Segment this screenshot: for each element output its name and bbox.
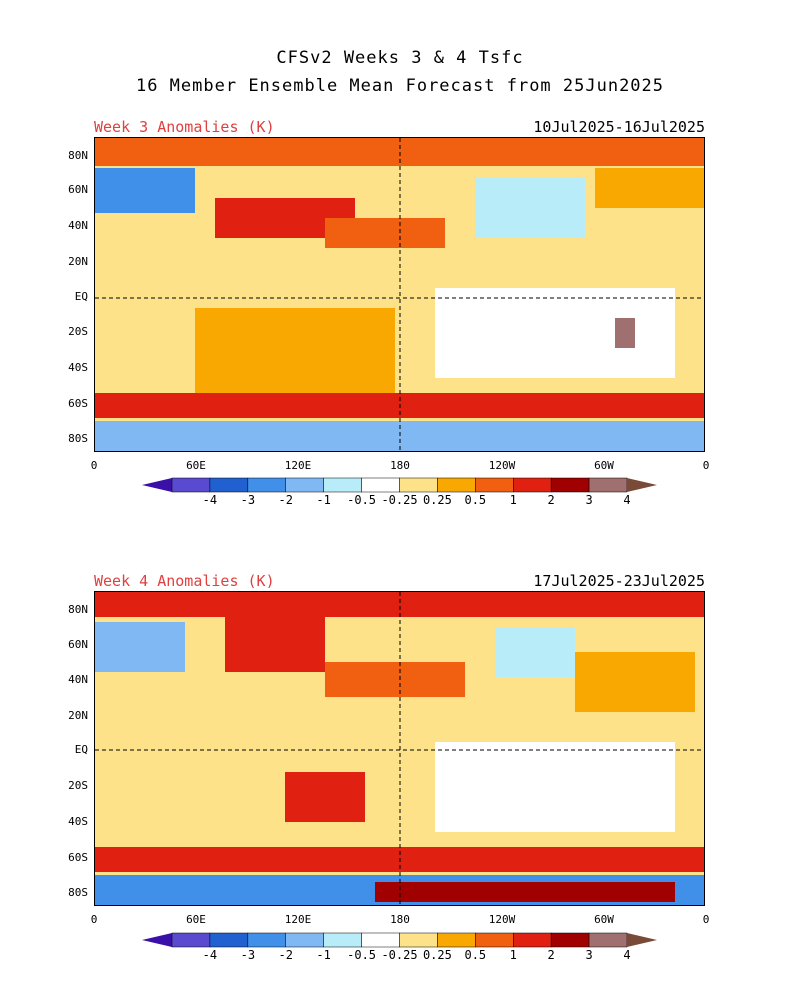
lon-label-0-end: 0 xyxy=(702,459,710,472)
colorbar-swatch xyxy=(588,477,628,493)
week-4-anomaly-map xyxy=(94,591,705,906)
colorbar-tick-label: 4 xyxy=(623,948,631,962)
colorbar-swatch xyxy=(399,477,438,493)
colorbar-swatch xyxy=(513,477,552,493)
colorbar-swatch xyxy=(513,932,552,948)
colorbar-tick-label: -3 xyxy=(240,493,256,507)
colorbar-swatch xyxy=(323,932,362,948)
title-line-2: 16 Member Ensemble Mean Forecast from 25… xyxy=(135,76,665,96)
colorbar-tick-label: 2 xyxy=(547,948,555,962)
panel-2-label: Week 4 Anomalies (K) xyxy=(94,572,275,590)
colorbar-swatch xyxy=(550,932,590,948)
colorbar-swatch xyxy=(209,477,249,493)
lon-label-120e-b: 120E xyxy=(284,913,312,926)
lon-label-60w-b: 60W xyxy=(594,913,614,926)
colorbar-tick-label: -1 xyxy=(316,948,331,962)
lat-label-40s: 40S xyxy=(68,361,88,374)
lat-label-60s: 60S xyxy=(68,397,88,410)
lat-label-40s-b: 40S xyxy=(68,815,88,828)
colorbar-tick-label: -0.5 xyxy=(347,493,377,507)
lat-label-40n: 40N xyxy=(68,219,88,232)
colorbar-tick-label: 4 xyxy=(623,493,631,507)
colorbar-tick-label: -2 xyxy=(278,948,293,962)
colorbar-tick-label: 3 xyxy=(585,948,593,962)
lat-label-40n-b: 40N xyxy=(68,673,88,686)
colorbar-2 xyxy=(142,932,657,948)
lat-label-80n-b: 80N xyxy=(68,603,88,616)
colorbar-swatch-high xyxy=(627,478,657,492)
week-4-field xyxy=(95,592,704,905)
colorbar-swatch xyxy=(475,477,514,493)
colorbar-swatch xyxy=(437,932,476,948)
lon-label-60e: 60E xyxy=(186,459,206,472)
colorbar-swatch xyxy=(171,932,211,948)
lon-label-120w-b: 120W xyxy=(488,913,516,926)
lat-label-60n: 60N xyxy=(68,183,88,196)
lon-label-180: 180 xyxy=(390,459,410,472)
lon-label-0: 0 xyxy=(90,459,98,472)
lon-label-180-b: 180 xyxy=(390,913,410,926)
colorbar-tick-label: 1 xyxy=(509,493,517,507)
colorbar-tick-label: -4 xyxy=(202,948,218,962)
colorbar-swatch xyxy=(171,477,211,493)
colorbar-tick-label: 0.25 xyxy=(422,948,452,962)
lon-label-120w: 120W xyxy=(488,459,516,472)
lat-label-eq: EQ xyxy=(74,290,88,303)
week-3-field xyxy=(95,138,704,451)
lon-label-0-b: 0 xyxy=(90,913,98,926)
lon-label-60e-b: 60E xyxy=(186,913,206,926)
colorbar-swatch-low xyxy=(142,478,172,492)
lat-label-20n: 20N xyxy=(68,255,88,268)
colorbar-tick-label: -1 xyxy=(316,493,331,507)
panel-1-label: Week 3 Anomalies (K) xyxy=(94,118,275,136)
colorbar-1-labels: -4 -3 -2 -1 -0.5 -0.25 0.25 0.5 1 2 3 4 xyxy=(0,493,800,509)
colorbar-tick-label: -4 xyxy=(202,493,218,507)
lat-label-20s: 20S xyxy=(68,325,88,338)
week-3-anomaly-map xyxy=(94,137,705,452)
colorbar-tick-label: 3 xyxy=(585,493,593,507)
lat-label-80s-b: 80S xyxy=(68,886,88,899)
colorbar-swatch xyxy=(588,932,628,948)
colorbar-tick-label: 2 xyxy=(547,493,555,507)
colorbar-2-labels: -4 -3 -2 -1 -0.5 -0.25 0.25 0.5 1 2 3 4 xyxy=(0,948,800,964)
lat-label-80n: 80N xyxy=(68,149,88,162)
colorbar-1 xyxy=(142,477,657,493)
colorbar-swatch xyxy=(399,932,438,948)
lon-label-0-end-b: 0 xyxy=(702,913,710,926)
colorbar-swatch xyxy=(285,477,324,493)
panel-2-dates: 17Jul2025-23Jul2025 xyxy=(533,572,705,590)
colorbar-swatch xyxy=(247,477,287,493)
colorbar-tick-label: 0.5 xyxy=(464,493,487,507)
colorbar-tick-label: -0.25 xyxy=(381,948,418,962)
colorbar-swatch xyxy=(361,477,400,493)
colorbar-tick-label: 1 xyxy=(509,948,517,962)
colorbar-swatch xyxy=(247,932,287,948)
title-line-1: CFSv2 Weeks 3 & 4 Tsfc xyxy=(276,48,524,68)
colorbar-tick-label: -2 xyxy=(278,493,293,507)
lat-label-80s: 80S xyxy=(68,432,88,445)
panel-1-dates: 10Jul2025-16Jul2025 xyxy=(533,118,705,136)
colorbar-swatch xyxy=(361,932,400,948)
colorbar-swatch-high xyxy=(627,933,657,947)
colorbar-swatch xyxy=(209,932,249,948)
lon-label-120e: 120E xyxy=(284,459,312,472)
lat-label-eq-b: EQ xyxy=(74,743,88,756)
colorbar-tick-label: -0.25 xyxy=(381,493,418,507)
colorbar-swatch-low xyxy=(142,933,172,947)
lat-label-20s-b: 20S xyxy=(68,779,88,792)
lat-label-60n-b: 60N xyxy=(68,638,88,651)
lat-label-60s-b: 60S xyxy=(68,851,88,864)
colorbar-swatch xyxy=(285,932,324,948)
colorbar-tick-label: -3 xyxy=(240,948,256,962)
colorbar-tick-label: 0.25 xyxy=(422,493,452,507)
colorbar-swatch xyxy=(475,932,514,948)
lon-label-60w: 60W xyxy=(594,459,614,472)
colorbar-tick-label: 0.5 xyxy=(464,948,487,962)
colorbar-swatch xyxy=(323,477,362,493)
colorbar-swatch xyxy=(437,477,476,493)
colorbar-swatch xyxy=(550,477,590,493)
colorbar-tick-label: -0.5 xyxy=(347,948,377,962)
lat-label-20n-b: 20N xyxy=(68,709,88,722)
